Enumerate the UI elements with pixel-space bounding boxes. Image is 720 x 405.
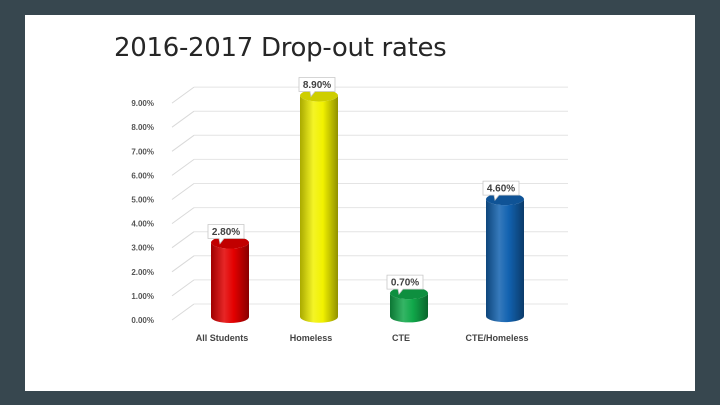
bar: [486, 193, 524, 323]
data-label-callout: 2.80%: [207, 224, 245, 245]
bar-top: [300, 89, 338, 102]
bar: [390, 287, 428, 323]
gridline: [171, 231, 195, 249]
data-label-callout: 4.60%: [482, 180, 520, 202]
data-label-box: [386, 274, 424, 296]
gridline: [171, 207, 195, 225]
gridline: [171, 183, 195, 200]
y-tick-label: 5.00%: [131, 196, 154, 205]
gridline: [171, 279, 195, 297]
gridline: [171, 255, 195, 273]
x-category-label: Homeless: [290, 333, 333, 343]
bar-body: [390, 293, 428, 323]
gridline: [171, 110, 195, 128]
gridline: [171, 303, 195, 321]
bar-chart: 0.00% 1.00% 2.00% 3.00% 4.00% 5.00% 6.00% 7.00%…: [131, 77, 568, 343]
x-category-label: All Students: [196, 333, 249, 343]
bar-body: [211, 242, 249, 323]
gridline: [171, 86, 195, 104]
y-tick-label: 1.00%: [131, 292, 154, 301]
y-tick-label: 9.00%: [131, 99, 154, 108]
data-label-box: [207, 224, 245, 245]
bar: [211, 236, 249, 323]
data-label-callout: 0.70%: [386, 274, 424, 296]
gridline: [171, 134, 195, 152]
y-tick-label: 8.00%: [131, 123, 154, 132]
y-tick-label: 2.00%: [131, 268, 154, 277]
data-label: 0.70%: [391, 278, 419, 289]
page-title: 2016-2017 Drop-out rates: [114, 33, 447, 63]
y-tick-label: 7.00%: [131, 147, 154, 156]
data-label: 2.80%: [212, 227, 240, 238]
x-category-label: CTE: [392, 333, 410, 343]
data-label-box: [482, 180, 520, 202]
y-tick-label: 4.00%: [131, 220, 154, 229]
data-label-box: [298, 77, 336, 98]
y-tick-label: 6.00%: [131, 171, 154, 180]
y-tick-label: 3.00%: [131, 244, 154, 253]
slide: 2016-2017 Drop-out rates 0.00% 1.00% 2.00%…: [25, 15, 695, 391]
data-label: 8.90%: [303, 80, 331, 91]
gridline: [171, 158, 195, 176]
bar-body: [486, 199, 524, 323]
x-category-label: CTE/Homeless: [465, 333, 528, 343]
bar: [300, 89, 338, 323]
y-tick-label: 0.00%: [131, 316, 154, 325]
data-label: 4.60%: [487, 184, 515, 195]
bar-body: [300, 95, 338, 323]
data-label-callout: 8.90%: [298, 77, 336, 98]
